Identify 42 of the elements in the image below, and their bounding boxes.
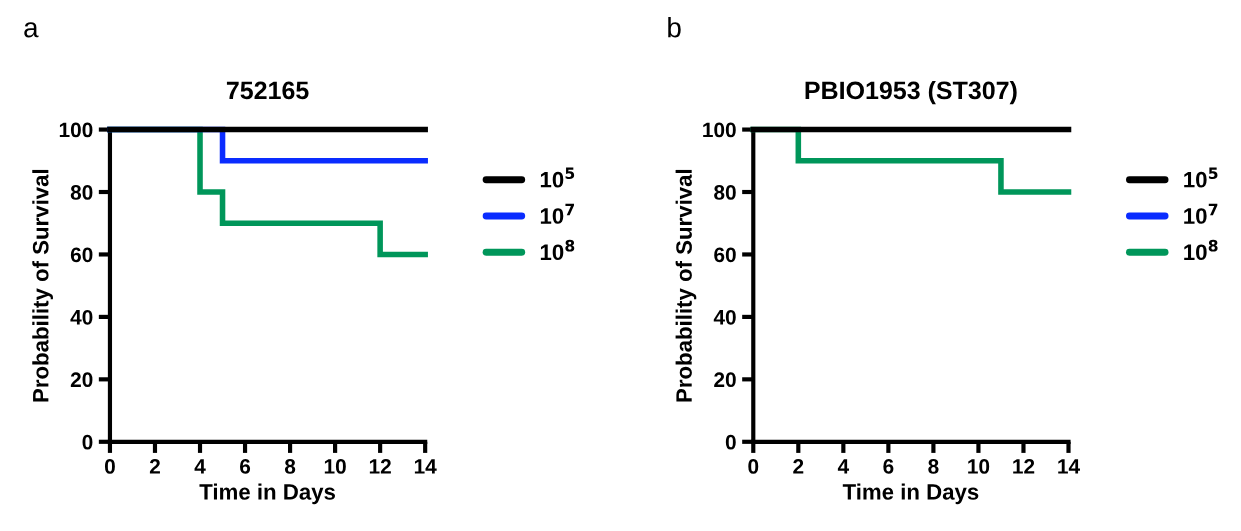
y-tick-label: 80 <box>70 185 93 200</box>
x-tick-label: 14 <box>414 459 437 474</box>
y-tick-label: 20 <box>70 372 93 388</box>
x-tick-label: 0 <box>748 459 759 474</box>
x-axis-title: Time in Days <box>842 483 979 505</box>
y-axis-title: Probability of Survival <box>675 169 697 402</box>
x-tick-label: 8 <box>284 459 296 474</box>
x-axis-title: Time in Days <box>199 483 335 505</box>
legend-label: 10$^{5}$ <box>1184 167 1218 188</box>
y-axis-title: Probability of Survival <box>32 169 53 402</box>
y-tick-label: 60 <box>70 247 93 263</box>
legend-label: 10$^{8}$ <box>1184 239 1218 261</box>
x-tick-label: 6 <box>883 459 894 474</box>
text: a <box>24 22 39 38</box>
y-tick-label: 40 <box>713 309 736 325</box>
x-tick-label: 2 <box>149 459 160 474</box>
y-tick-label: 80 <box>714 185 736 200</box>
x-tick-label: 8 <box>928 459 939 474</box>
x-tick-label: 6 <box>240 459 251 474</box>
x-tick-label: 2 <box>793 459 804 474</box>
x-tick-label: 0 <box>104 459 115 474</box>
x-tick-label: 14 <box>1058 459 1080 474</box>
y-tick-label: 60 <box>714 247 736 263</box>
y-tick-label: 100 <box>59 122 93 138</box>
x-tick-label: 12 <box>1013 459 1035 474</box>
x-tick-label: 10 <box>324 459 346 474</box>
x-tick-label: 4 <box>837 459 850 474</box>
y-tick-label: 0 <box>82 434 93 450</box>
chart-title: PBIO1953 (ST307) <box>805 80 1017 105</box>
y-tick-label: 40 <box>70 309 93 325</box>
y-tick-label: 100 <box>703 122 736 138</box>
x-tick-label: 4 <box>194 459 206 474</box>
legend-label: 10$^{7}$ <box>1184 203 1218 224</box>
y-tick-label: 20 <box>714 372 736 388</box>
legend-label: 10$^{8}$ <box>540 239 575 261</box>
y-tick-label: 0 <box>725 434 736 450</box>
legend-label: 10$^{5}$ <box>540 167 575 188</box>
text: b <box>668 17 681 38</box>
x-tick-label: 10 <box>968 459 990 474</box>
legend-label: 10$^{7}$ <box>540 203 574 224</box>
x-tick-label: 12 <box>369 459 391 474</box>
chart-title: 752165 <box>226 81 309 100</box>
